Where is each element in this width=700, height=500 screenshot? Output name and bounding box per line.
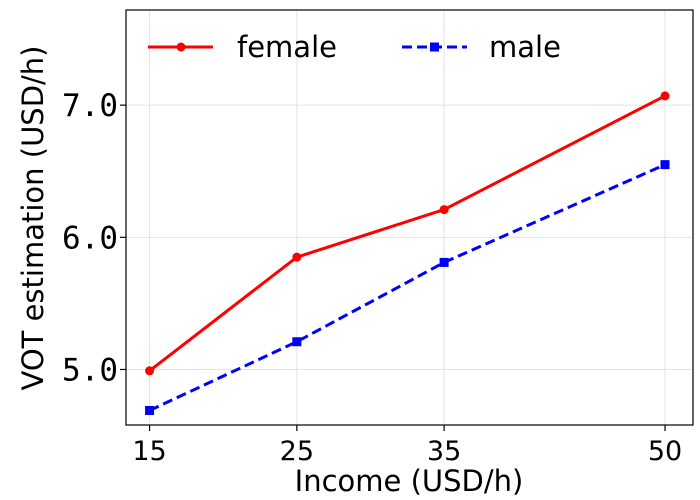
legend-marker-female xyxy=(176,42,186,52)
legend-label-female: female xyxy=(237,30,337,64)
legend-label-male: male xyxy=(489,30,561,64)
y-axis-label: VOT estimation (USD/h) xyxy=(16,46,50,391)
legend-marker-male xyxy=(430,42,439,52)
y-tick-label: 7.0 xyxy=(62,88,118,124)
x-tick-label: 35 xyxy=(427,436,461,467)
y-tick-label: 6.0 xyxy=(62,220,118,256)
series-line-male xyxy=(148,163,666,412)
data-point-male xyxy=(292,337,302,347)
x-axis-label: Income (USD/h) xyxy=(295,464,524,498)
series-layer xyxy=(145,91,670,415)
x-tick-label: 15 xyxy=(132,436,166,467)
series-male xyxy=(145,160,670,415)
data-point-female xyxy=(439,205,449,215)
grid xyxy=(126,10,693,425)
data-point-female xyxy=(145,366,155,376)
data-point-male xyxy=(660,160,670,170)
plot-frame xyxy=(125,9,694,426)
data-point-female xyxy=(660,91,670,101)
legend: female male xyxy=(148,30,561,64)
x-tick-label: 50 xyxy=(648,436,682,467)
series-line-female xyxy=(148,94,666,372)
data-point-male xyxy=(439,257,449,267)
x-tick-label: 25 xyxy=(280,436,314,467)
series-female xyxy=(145,91,670,376)
ticks: 15 25 35 50 5.0 6.0 7.0 xyxy=(62,88,682,467)
y-tick-label: 5.0 xyxy=(62,352,118,388)
data-point-male xyxy=(145,405,155,415)
data-point-female xyxy=(292,252,302,262)
